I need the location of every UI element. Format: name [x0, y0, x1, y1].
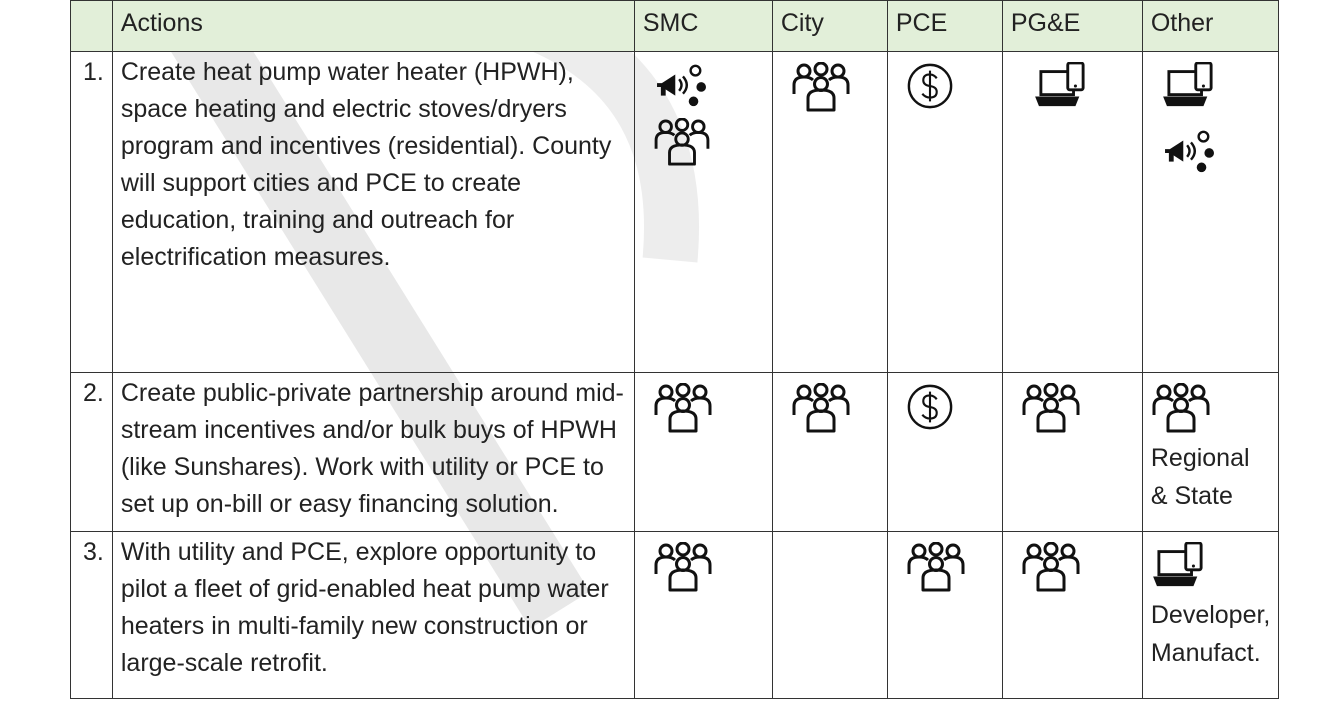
row-number: 1. — [70, 51, 113, 373]
dollar-icon — [906, 62, 954, 110]
action-text: Create public-private partnership around… — [111, 372, 635, 532]
row-number: 2. — [70, 372, 113, 532]
row: 1. Create heat pump water heater (HPWH),… — [70, 51, 1280, 373]
header-cell: Other — [1141, 0, 1280, 52]
people-icon — [1021, 542, 1081, 592]
cell — [886, 51, 1003, 373]
header-row: Actions SMC City PCE PG&E Other — [70, 0, 1280, 52]
cell — [633, 51, 773, 373]
people-icon — [906, 542, 966, 592]
people-icon — [791, 383, 851, 433]
megaphone-icon — [1161, 128, 1219, 176]
people-icon — [1021, 383, 1081, 433]
other-note: Developer, Manufact. — [1150, 601, 1271, 667]
devices-icon — [1151, 542, 1209, 590]
header-cell: SMC — [633, 0, 773, 52]
cell — [886, 372, 1003, 532]
header-cell — [70, 0, 113, 52]
devices-icon — [1161, 62, 1219, 110]
people-icon — [653, 542, 713, 592]
cell — [1001, 372, 1143, 532]
cell — [771, 372, 888, 532]
other-note: Regional & State — [1150, 444, 1250, 510]
devices-icon — [1033, 62, 1091, 110]
people-icon — [1151, 383, 1211, 433]
cell — [633, 372, 773, 532]
people-icon — [791, 62, 851, 112]
cell — [771, 51, 888, 373]
header-cell: PCE — [886, 0, 1003, 52]
row: 2. Create public-private partnership aro… — [70, 372, 1280, 532]
action-text: With utility and PCE, explore opportunit… — [111, 531, 635, 699]
megaphone-icon — [653, 62, 711, 110]
cell — [886, 531, 1003, 699]
action-text: Create heat pump water heater (HPWH), sp… — [111, 51, 635, 373]
people-icon — [653, 383, 713, 433]
header-cell: PG&E — [1001, 0, 1143, 52]
cell: Regional & State — [1141, 372, 1280, 532]
actions-table: Actions SMC City PCE PG&E Other 1. Creat… — [70, 0, 1280, 699]
row-number: 3. — [70, 531, 113, 699]
cell: Developer, Manufact. — [1141, 531, 1280, 699]
cell — [771, 531, 888, 699]
dollar-icon — [906, 383, 954, 431]
cell — [633, 531, 773, 699]
header-cell: City — [771, 0, 888, 52]
cell — [1141, 51, 1280, 373]
row: 3. With utility and PCE, explore opportu… — [70, 531, 1280, 699]
people-icon — [653, 118, 711, 166]
cell — [1001, 531, 1143, 699]
cell — [1001, 51, 1143, 373]
header-cell: Actions — [111, 0, 635, 52]
